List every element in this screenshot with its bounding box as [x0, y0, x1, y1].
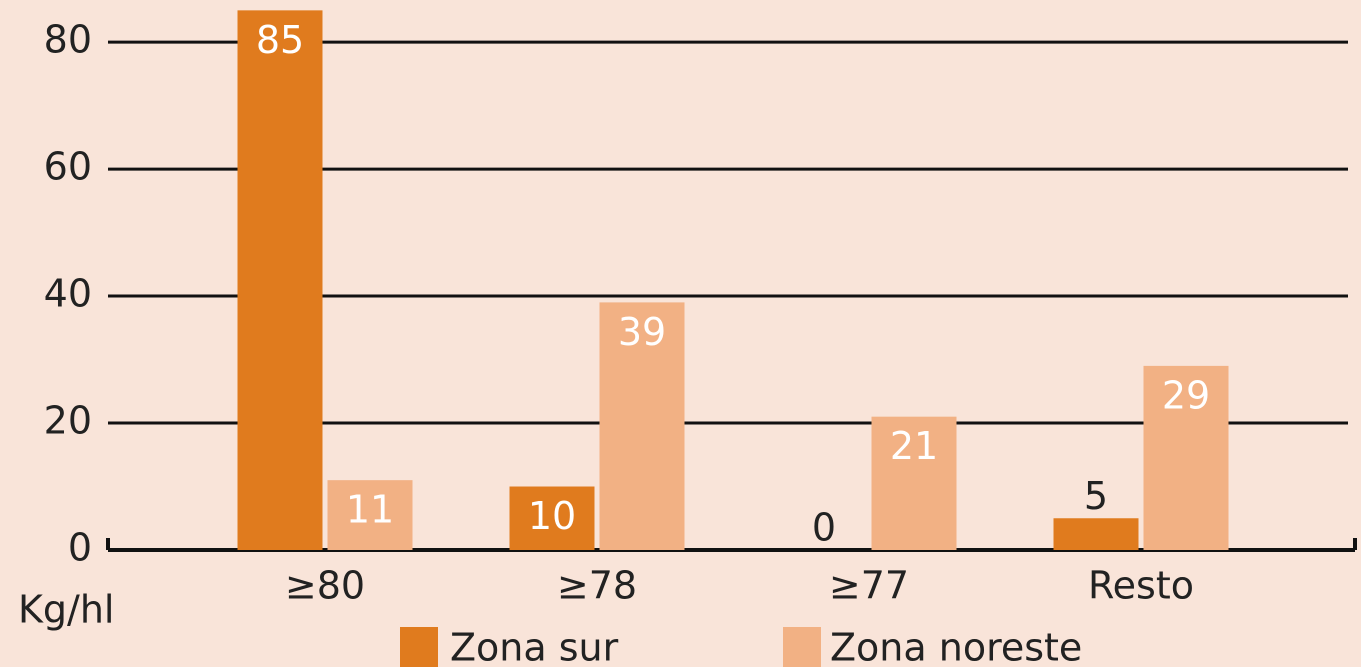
legend-label: Zona sur [450, 626, 619, 667]
bar [509, 486, 595, 550]
bar [871, 416, 957, 550]
x-tick-label: ≥80 [285, 564, 365, 608]
legend-swatch [783, 627, 821, 667]
bar [327, 480, 413, 550]
y-tick-label: 60 [44, 145, 92, 189]
data-label: 0 [812, 506, 836, 550]
x-tick-label: Resto [1088, 564, 1194, 608]
y-tick-label: 0 [68, 526, 92, 570]
y-tick-label: 40 [44, 272, 92, 316]
x-axis-label: Kg/hl [18, 588, 114, 632]
data-label: 29 [1162, 373, 1210, 417]
bar [599, 302, 685, 550]
x-tick-label: ≥78 [557, 564, 637, 608]
bar [237, 10, 323, 551]
legend-swatch [400, 627, 438, 667]
bar [1053, 518, 1139, 550]
data-label: 10 [528, 494, 576, 538]
y-tick-label: 20 [44, 399, 92, 443]
data-label: 11 [346, 488, 394, 532]
bar [1143, 365, 1229, 550]
x-tick-label: ≥77 [829, 564, 909, 608]
data-label: 85 [256, 18, 304, 62]
data-label: 39 [618, 310, 666, 354]
data-label: 21 [890, 424, 938, 468]
data-label: 5 [1084, 474, 1108, 518]
legend-label: Zona noreste [830, 626, 1082, 667]
y-tick-label: 80 [44, 18, 92, 62]
